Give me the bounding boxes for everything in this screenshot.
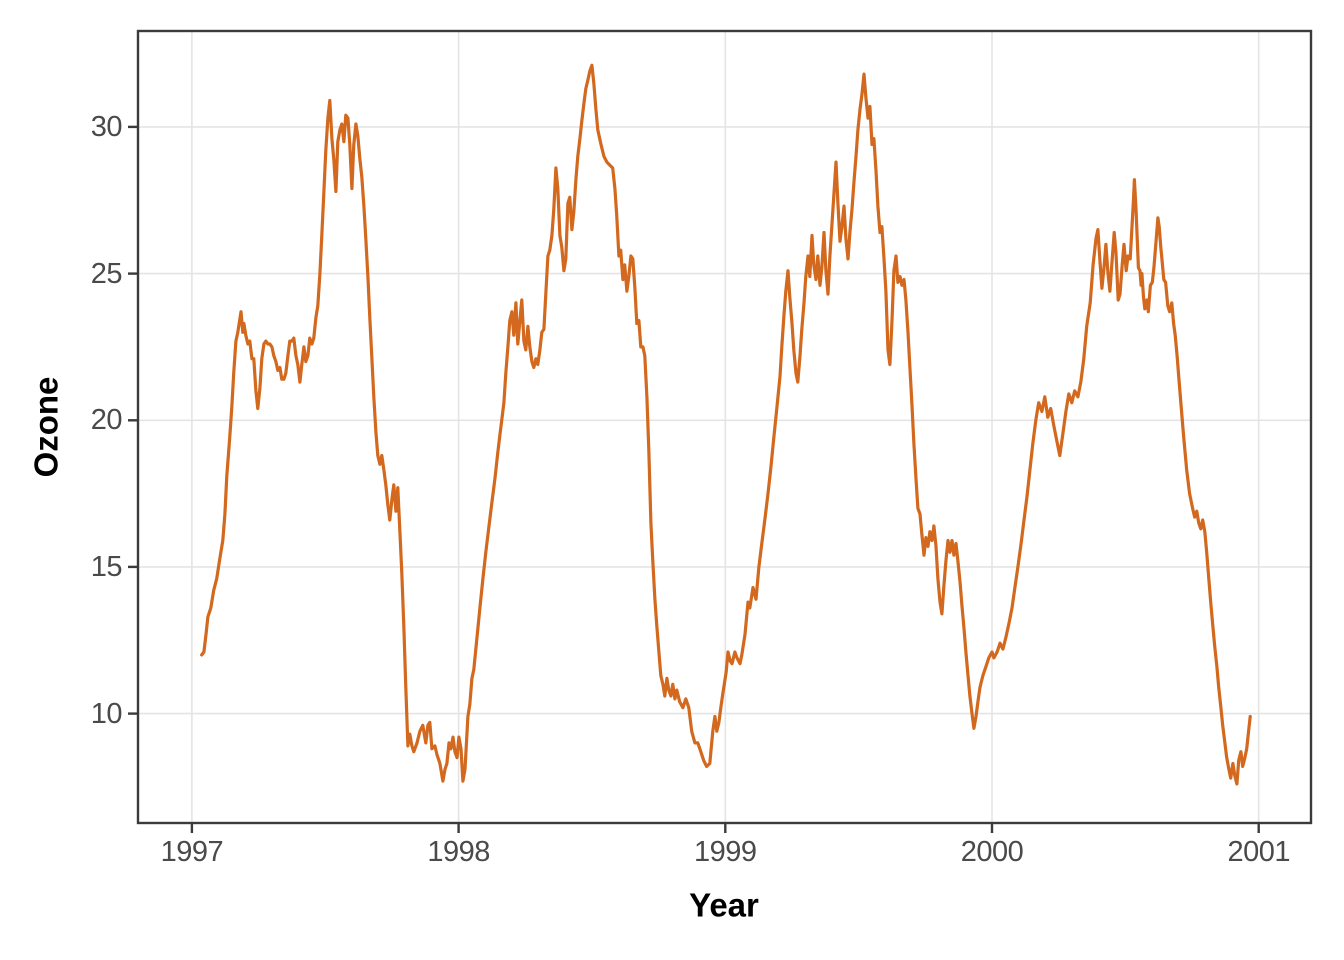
y-tick-label: 20 xyxy=(90,404,123,437)
x-tick-label: 1997 xyxy=(160,836,224,868)
panel-border xyxy=(136,29,1313,825)
x-tick-label: 1999 xyxy=(694,836,757,868)
x-axis-title: Year xyxy=(689,886,759,924)
ozone-series-line xyxy=(200,63,1252,786)
y-tick-label: 25 xyxy=(90,257,123,290)
y-tick-label: 30 xyxy=(90,110,123,143)
x-tick-label: 2000 xyxy=(960,836,1024,868)
y-axis-title: Ozone xyxy=(27,376,65,478)
y-tick-label: 10 xyxy=(90,697,123,730)
y-tick-label: 15 xyxy=(90,550,123,583)
x-tick-label: 1998 xyxy=(427,836,490,868)
x-tick-label: 2001 xyxy=(1227,836,1290,868)
